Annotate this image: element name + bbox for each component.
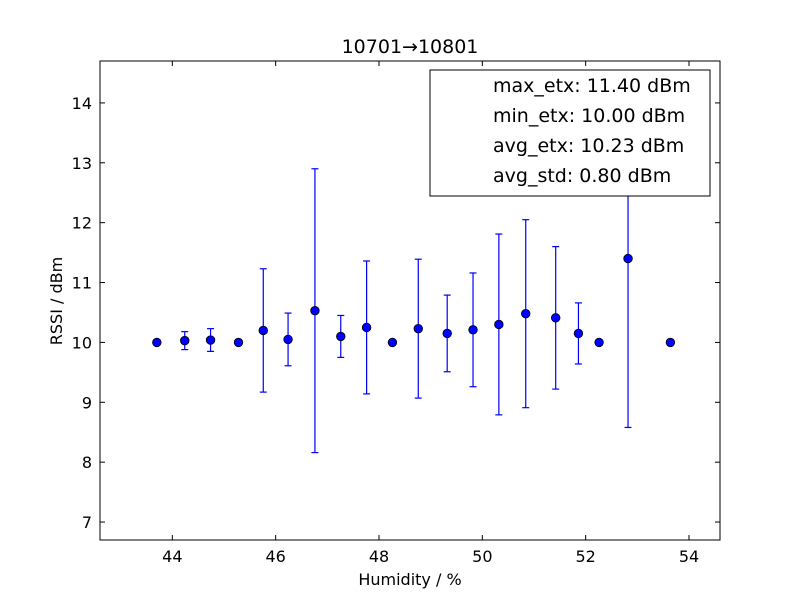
data-point	[551, 313, 561, 323]
data-point	[594, 337, 604, 348]
ticks-layer: 44 46 48 50 52 54 7 8 9 10 11 12 13 14	[72, 61, 720, 566]
legend-entry-max-etx: max_etx: 11.40 dBm	[493, 75, 691, 97]
data-point	[205, 335, 216, 345]
data-point	[361, 322, 372, 333]
legend-entry-min-etx: min_etx: 10.00 dBm	[493, 105, 685, 127]
y-tick-label: 14	[72, 94, 92, 113]
data-point	[623, 253, 633, 264]
data-point	[665, 337, 676, 348]
data-point	[442, 328, 452, 339]
data-point	[521, 308, 531, 319]
x-tick-label: 50	[472, 547, 492, 566]
legend: max_etx: 11.40 dBm min_etx: 10.00 dBm av…	[429, 69, 711, 197]
y-tick-label: 13	[72, 154, 92, 173]
chart-title: 10701→10801	[342, 36, 479, 58]
y-tick-label: 8	[82, 453, 92, 472]
data-point	[283, 334, 293, 345]
x-tick-label: 54	[679, 547, 699, 566]
data-point	[413, 323, 423, 334]
y-tick-label: 10	[72, 333, 92, 352]
data-point	[336, 331, 346, 342]
x-tick-label: 52	[575, 547, 595, 566]
legend-box	[429, 69, 711, 197]
data-point	[258, 325, 268, 336]
y-axis-label: RSSI / dBm	[47, 257, 66, 345]
data-point	[573, 328, 584, 339]
y-tick-label: 7	[82, 513, 92, 532]
y-tick-label: 11	[72, 274, 92, 293]
x-tick-label: 44	[162, 547, 182, 566]
data-point	[310, 305, 320, 316]
data-point	[494, 319, 504, 330]
x-axis-label: Humidity / %	[358, 570, 461, 589]
data-point	[387, 337, 398, 348]
x-tick-label: 46	[265, 547, 285, 566]
data-point	[180, 335, 190, 346]
y-tick-label: 9	[82, 393, 92, 412]
x-tick-label: 48	[369, 547, 389, 566]
y-tick-label: 12	[72, 214, 92, 233]
data-point	[233, 337, 244, 348]
legend-entry-avg-std: avg_std: 0.80 dBm	[493, 165, 671, 187]
legend-entry-avg-etx: avg_etx: 10.23 dBm	[493, 135, 684, 157]
data-point	[468, 325, 478, 335]
data-point	[152, 337, 162, 348]
